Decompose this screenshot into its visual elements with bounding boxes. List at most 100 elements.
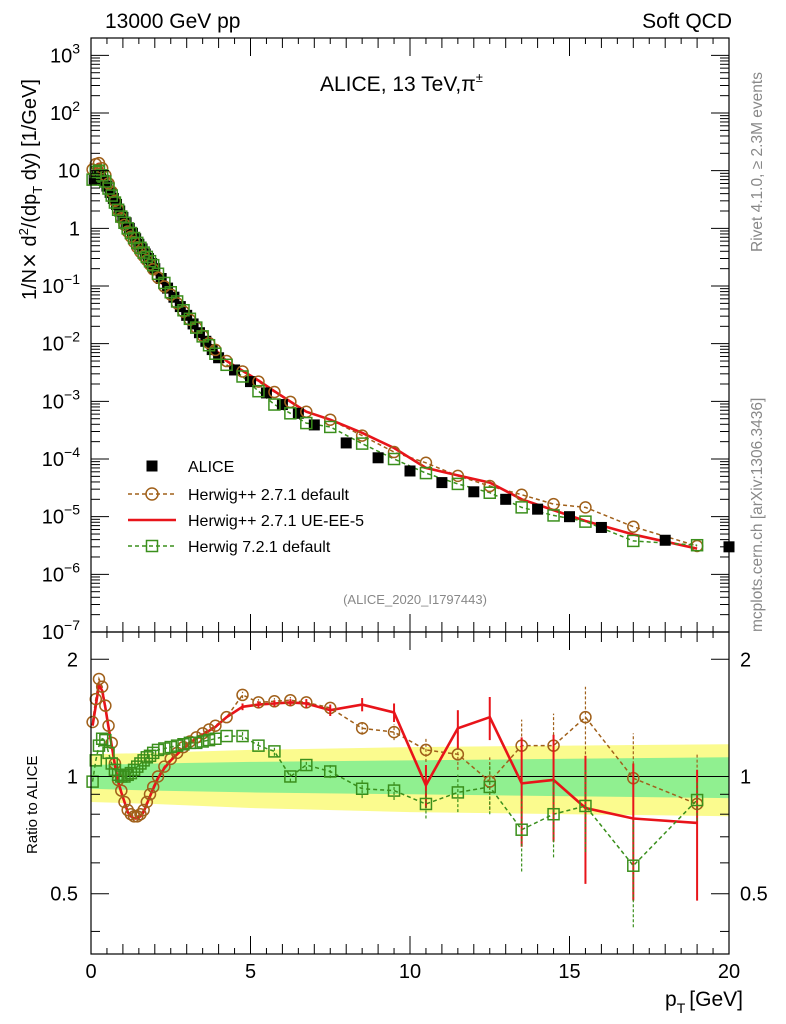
ratio-point-herwigpp_default	[355, 722, 369, 735]
ratio-point-herwigpp_default	[196, 727, 209, 740]
data-point-alice	[372, 452, 384, 464]
point-herwig7_default	[89, 165, 103, 179]
point-herwig7_default	[324, 420, 337, 434]
ratio-point-herwig7_default	[220, 729, 233, 743]
y-tick-label: 10−5	[42, 502, 80, 529]
ratio-point-herwigpp_default	[105, 736, 118, 750]
point-herwigpp_default	[483, 479, 496, 493]
point-herwig7_default	[102, 182, 115, 195]
y-tick-label: 10−2	[42, 329, 80, 356]
data-point-alice	[436, 477, 448, 489]
ratio-point-herwigpp_default	[102, 719, 115, 732]
data-point-alice	[260, 387, 272, 399]
point-herwig7_default	[183, 312, 197, 326]
point-herwig7_default	[137, 246, 150, 259]
legend: ALICE Herwig++ 2.7.1 default Herwig++ 2.…	[128, 459, 364, 556]
point-herwig7_default	[121, 222, 134, 235]
data-point-alice	[292, 407, 304, 419]
point-herwigpp_default	[627, 520, 640, 533]
y-tick-label: 102	[50, 98, 80, 125]
legend-item-herwigpp-default: Herwig++ 2.7.1 default	[128, 487, 350, 504]
ratio-point-herwig7_default	[158, 742, 171, 755]
ratio-point-herwigpp_default	[118, 795, 131, 809]
ratio-y-tick-label-left: 1	[67, 766, 78, 788]
ratio-point-herwig7_default	[236, 729, 249, 743]
ratio-point-herwig7_default	[202, 733, 216, 747]
data-point-alice	[308, 419, 320, 431]
point-herwig7_default	[252, 384, 265, 398]
ratio-point-herwig7_default	[183, 736, 197, 750]
series-line-herwig7_default	[91, 169, 698, 546]
point-herwig7_default	[451, 477, 465, 491]
point-herwig7_default	[220, 358, 233, 372]
ratio-point-herwig7_default	[690, 793, 704, 807]
ratio-y-tick-label-right: 2	[740, 649, 751, 671]
point-herwig7_default	[143, 254, 157, 268]
ratio-point-herwig7_default	[451, 786, 465, 799]
ratio-point-herwigpp_default	[127, 810, 141, 823]
point-herwig7_default	[202, 338, 216, 352]
data-point-alice	[213, 352, 225, 364]
point-herwigpp_default	[252, 375, 265, 388]
main-plot-frame	[90, 37, 730, 633]
ratio-point-herwigpp_default	[419, 743, 433, 757]
data-point-alice	[595, 521, 607, 533]
plot-title-main: ALICE, 13 TeV,	[320, 73, 461, 96]
ratio-point-herwigpp_default	[92, 672, 106, 686]
ratio-point-herwig7_default	[547, 807, 560, 821]
ratio-point-herwig7_default	[419, 797, 433, 811]
point-herwig7_default	[236, 370, 249, 383]
ratio-point-herwigpp_default	[124, 807, 138, 821]
data-point-alice	[155, 272, 167, 284]
legend-label-herwigpp-default: Herwig++ 2.7.1 default	[188, 487, 350, 504]
y-tick-label: 10−3	[42, 386, 80, 413]
y-tick-label: 10−1	[42, 271, 80, 298]
ratio-point-herwigpp_default	[131, 810, 144, 823]
data-point-alice	[340, 437, 352, 449]
data-point-alice	[229, 364, 241, 376]
ratio-point-herwigpp_default	[89, 692, 103, 706]
point-herwig7_default	[690, 538, 704, 552]
y-tick-label: 10−4	[42, 444, 80, 471]
ratio-point-herwig7_default	[131, 760, 144, 773]
point-herwigpp_default	[515, 488, 528, 501]
point-herwig7_default	[151, 267, 165, 281]
legend-item-alice: ALICE	[146, 459, 234, 476]
ratio-point-herwig7_default	[95, 732, 109, 745]
y-tick-label: 10−7	[42, 617, 80, 644]
ratio-point-herwig7_default	[170, 739, 184, 752]
header-right: Soft QCD	[642, 10, 732, 33]
ratio-point-herwig7_default	[515, 823, 528, 836]
ratio-point-herwig7_default	[164, 740, 177, 754]
x-tick-label: 5	[245, 961, 256, 983]
plot-title: ALICE, 13 TeV,π±	[320, 70, 483, 96]
ratio-line-herwig7_default	[91, 735, 698, 867]
ratio-point-herwig7_default	[252, 739, 265, 752]
point-herwigpp_default	[268, 385, 281, 399]
data-point-alice	[276, 399, 288, 411]
y-axis-label: 1/N× d2/(dpT dy) [1/GeV]	[16, 79, 45, 300]
point-herwig7_default	[177, 303, 190, 317]
point-herwig7_default	[579, 515, 592, 528]
ratio-plot-panel: 0.5 0.51 12 20 5 10 15 20 Ratio to ALICE pT [GeV…	[24, 631, 768, 1016]
data-point-alice	[404, 465, 416, 477]
point-herwigpp_default	[355, 429, 369, 442]
ratio-point-herwig7_default	[579, 799, 592, 813]
ratio-y-tick-label-left: 2	[67, 649, 78, 671]
legend-item-herwigpp-ueee5: Herwig++ 2.7.1 UE-EE-5	[128, 513, 364, 530]
ratio-point-herwig7_default	[483, 780, 496, 794]
point-herwigpp_default	[95, 162, 109, 175]
point-herwig7_default	[105, 189, 118, 202]
point-herwig7_default	[158, 276, 171, 290]
point-herwig7_default	[419, 466, 433, 480]
data-point-alice	[101, 180, 113, 192]
ratio-point-herwigpp_default	[99, 699, 112, 712]
point-herwig7_default	[284, 407, 297, 420]
point-herwig7_default	[627, 534, 640, 548]
ratio-point-herwigpp_default	[143, 788, 157, 801]
ratio-point-herwigpp_default	[140, 795, 154, 809]
point-herwig7_default	[300, 416, 313, 430]
data-point-alice	[206, 344, 218, 356]
ratio-point-herwig7_default	[127, 763, 141, 777]
